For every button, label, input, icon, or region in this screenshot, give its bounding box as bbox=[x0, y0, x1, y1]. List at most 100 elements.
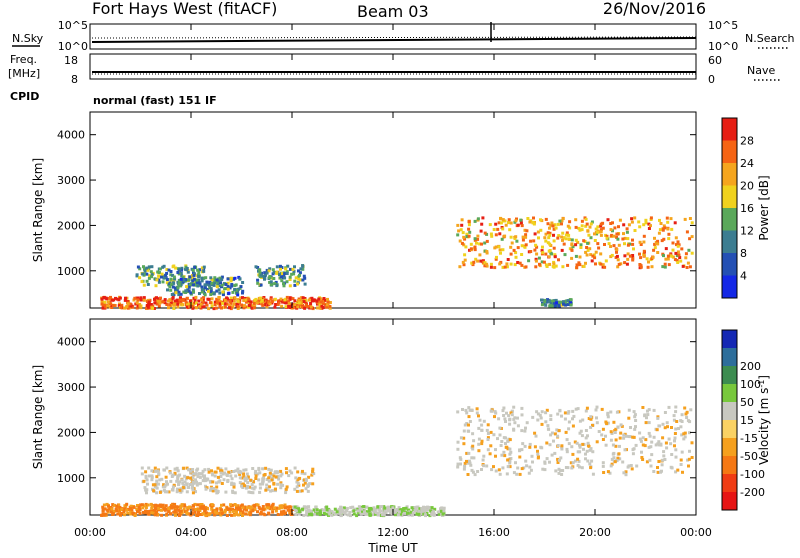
scatter-cell bbox=[212, 307, 216, 311]
scatter-cell bbox=[122, 507, 126, 511]
scatter-cell bbox=[647, 421, 651, 425]
scatter-cell bbox=[203, 474, 206, 478]
scatter-cell bbox=[156, 469, 160, 473]
scatter-cell bbox=[543, 461, 547, 465]
scatter-cell bbox=[242, 468, 246, 472]
nave-tick-bottom: 0 bbox=[708, 73, 715, 86]
scatter-cell bbox=[604, 434, 607, 438]
scatter-cell bbox=[287, 474, 291, 478]
scatter-cell bbox=[261, 479, 265, 483]
scatter-cell bbox=[223, 510, 227, 514]
scatter-cell bbox=[500, 453, 504, 457]
scatter-cell bbox=[688, 217, 692, 220]
scatter-cell bbox=[183, 480, 187, 484]
scatter-cell bbox=[680, 413, 684, 417]
scatter-cell bbox=[673, 444, 676, 448]
scatter-cell bbox=[259, 510, 263, 514]
scatter-cell bbox=[211, 510, 215, 514]
scatter-cell bbox=[647, 431, 651, 435]
scatter-cell bbox=[383, 509, 387, 513]
scatter-cell bbox=[253, 485, 257, 489]
scatter-cell bbox=[201, 300, 205, 304]
scatter-cell bbox=[660, 239, 664, 243]
scatter-cell bbox=[288, 508, 292, 512]
scatter-cell bbox=[472, 260, 476, 264]
scatter-cell bbox=[509, 252, 513, 256]
scatter-cell bbox=[186, 278, 190, 282]
scatter-cell bbox=[264, 466, 268, 470]
scatter-cell bbox=[679, 458, 683, 462]
scatter-cell bbox=[119, 513, 122, 517]
scatter-cell bbox=[338, 511, 342, 515]
scatter-cell bbox=[200, 290, 204, 294]
scatter-cell bbox=[260, 299, 264, 302]
scatter-cell bbox=[690, 456, 694, 459]
scatter-cell bbox=[196, 268, 200, 272]
scatter-cell bbox=[508, 438, 512, 442]
scatter-cell bbox=[670, 254, 674, 258]
scatter-cell bbox=[295, 489, 299, 493]
scatter-cell bbox=[308, 306, 312, 310]
scatter-cell bbox=[197, 278, 201, 282]
scatter-cell bbox=[264, 273, 267, 277]
scatter-cell bbox=[574, 238, 578, 242]
scatter-cell bbox=[570, 238, 574, 242]
scatter-cell bbox=[513, 237, 517, 240]
scatter-cell bbox=[520, 406, 524, 410]
scatter-cell bbox=[202, 269, 206, 273]
scatter-cell bbox=[667, 405, 671, 409]
scatter-cell bbox=[599, 252, 603, 256]
scatter-cell bbox=[123, 298, 127, 302]
scatter-cell bbox=[200, 279, 204, 283]
scatter-cell bbox=[325, 512, 329, 516]
scatter-cell bbox=[608, 471, 612, 475]
scatter-cell bbox=[319, 300, 323, 304]
scatter-cell bbox=[279, 297, 283, 301]
scatter-cell bbox=[548, 233, 552, 237]
scatter-cell bbox=[645, 460, 649, 464]
scatter-cell bbox=[406, 511, 410, 515]
scatter-cell bbox=[460, 218, 464, 222]
scatter-cell bbox=[688, 431, 691, 435]
scatter-cell bbox=[155, 296, 158, 300]
scatter-cell bbox=[566, 263, 570, 267]
scatter-cell bbox=[488, 223, 492, 227]
scatter-cell bbox=[642, 234, 646, 238]
scatter-cell bbox=[600, 407, 604, 411]
scatter-cell bbox=[399, 510, 403, 514]
scatter-cell bbox=[231, 290, 235, 294]
scatter-cell bbox=[428, 514, 432, 518]
scatter-cell bbox=[253, 503, 257, 507]
scatter-cell bbox=[544, 217, 548, 221]
scatter-cell bbox=[268, 275, 272, 278]
scatter-cell bbox=[107, 504, 110, 508]
scatter-cell bbox=[378, 505, 382, 509]
scatter-cell bbox=[514, 251, 518, 255]
scatter-cell bbox=[142, 298, 146, 302]
scatter-cell bbox=[127, 304, 131, 308]
scatter-cell bbox=[220, 306, 223, 310]
scatter-cell bbox=[143, 504, 146, 508]
scatter-cell bbox=[330, 513, 334, 517]
scatter-cell bbox=[306, 508, 310, 512]
scatter-cell bbox=[229, 279, 233, 283]
scatter-cell bbox=[231, 507, 235, 511]
scatter-cell bbox=[578, 255, 582, 259]
scatter-cell bbox=[139, 503, 143, 507]
scatter-cell bbox=[190, 483, 194, 486]
scatter-cell bbox=[655, 428, 659, 432]
scatter-cell bbox=[561, 469, 565, 472]
scatter-cell bbox=[509, 221, 513, 225]
scatter-cell bbox=[676, 261, 680, 264]
scatter-cell bbox=[285, 295, 289, 299]
scatter-cell bbox=[271, 510, 275, 514]
scatter-cell bbox=[656, 251, 660, 254]
scatter-cell bbox=[237, 470, 241, 474]
scatter-cell bbox=[615, 254, 619, 258]
scatter-cell bbox=[564, 233, 568, 237]
scatter-cell bbox=[348, 510, 352, 514]
scatter-cell bbox=[672, 418, 676, 422]
scatter-cell bbox=[169, 282, 173, 286]
x-tick-label: 12:00 bbox=[377, 526, 409, 539]
scatter-cell bbox=[556, 222, 560, 226]
